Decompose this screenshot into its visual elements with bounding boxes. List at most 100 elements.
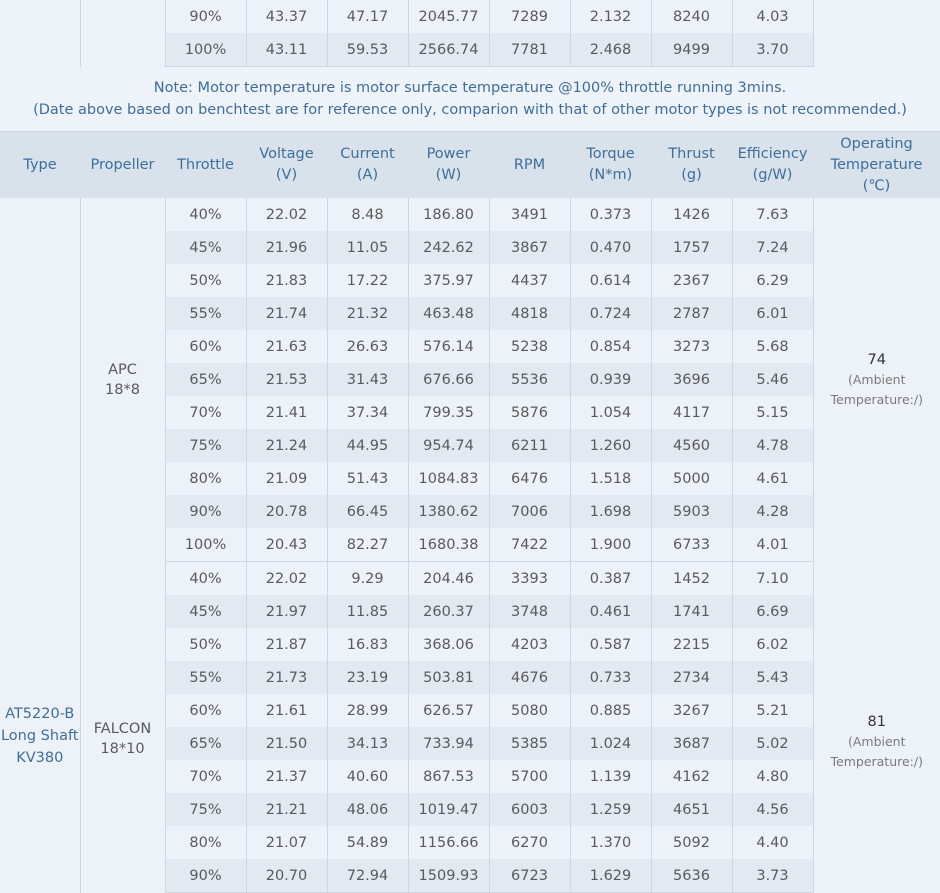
cell-rpm: 7781 — [489, 33, 570, 67]
cell-throttle: 90% — [165, 859, 246, 893]
header-efficiency: Efficiency(g/W) — [732, 132, 813, 198]
cell-power: 2566.74 — [408, 33, 489, 67]
cell-rpm: 6211 — [489, 429, 570, 462]
cell-efficiency: 4.01 — [732, 528, 813, 562]
cell-torque: 0.885 — [570, 694, 651, 727]
cell-voltage: 20.78 — [246, 495, 327, 528]
cell-current: 34.13 — [327, 727, 408, 760]
cell-torque: 0.854 — [570, 330, 651, 363]
cell-efficiency: 4.80 — [732, 760, 813, 793]
cell-torque: 1.260 — [570, 429, 651, 462]
cell-efficiency: 4.03 — [732, 0, 813, 33]
cell-throttle: 80% — [165, 462, 246, 495]
cell-power: 1680.38 — [408, 528, 489, 562]
cell-rpm: 4676 — [489, 661, 570, 694]
cell-voltage: 21.73 — [246, 661, 327, 694]
cell-current: 82.27 — [327, 528, 408, 562]
header-propeller: Propeller — [80, 132, 165, 198]
cell-power: 375.97 — [408, 264, 489, 297]
cell-throttle: 70% — [165, 396, 246, 429]
cell-efficiency: 5.43 — [732, 661, 813, 694]
cell-rpm: 5238 — [489, 330, 570, 363]
cell-voltage: 21.63 — [246, 330, 327, 363]
cell-rpm: 7289 — [489, 0, 570, 33]
cell-thrust: 2787 — [651, 297, 732, 330]
cell-rpm: 5080 — [489, 694, 570, 727]
cell-torque: 1.024 — [570, 727, 651, 760]
cell-current: 8.48 — [327, 198, 408, 231]
header-power: Power(W) — [408, 132, 489, 198]
cell-current: 44.95 — [327, 429, 408, 462]
cell-power: 503.81 — [408, 661, 489, 694]
cell-thrust: 1741 — [651, 595, 732, 628]
cell-throttle: 65% — [165, 727, 246, 760]
cell-torque: 0.470 — [570, 231, 651, 264]
cell-torque: 0.939 — [570, 363, 651, 396]
cell-efficiency: 5.02 — [732, 727, 813, 760]
propeller-cell-empty — [80, 0, 165, 67]
cell-throttle: 45% — [165, 231, 246, 264]
cell-rpm: 4203 — [489, 628, 570, 661]
cell-power: 2045.77 — [408, 0, 489, 33]
cell-efficiency: 3.70 — [732, 33, 813, 67]
cell-throttle: 80% — [165, 826, 246, 859]
cell-current: 47.17 — [327, 0, 408, 33]
cell-throttle: 45% — [165, 595, 246, 628]
cell-thrust: 5092 — [651, 826, 732, 859]
cell-thrust: 5000 — [651, 462, 732, 495]
cell-throttle: 75% — [165, 429, 246, 462]
cell-thrust: 3267 — [651, 694, 732, 727]
table-header-row: Type Propeller Throttle Voltage(V) Curre… — [0, 132, 940, 198]
cell-efficiency: 5.46 — [732, 363, 813, 396]
cell-current: 9.29 — [327, 562, 408, 596]
cell-thrust: 1426 — [651, 198, 732, 231]
cell-power: 1019.47 — [408, 793, 489, 826]
cell-throttle: 90% — [165, 0, 246, 33]
cell-thrust: 4117 — [651, 396, 732, 429]
cell-rpm: 4437 — [489, 264, 570, 297]
cell-voltage: 43.11 — [246, 33, 327, 67]
cell-voltage: 21.83 — [246, 264, 327, 297]
cell-rpm: 5385 — [489, 727, 570, 760]
cell-voltage: 21.74 — [246, 297, 327, 330]
cell-power: 733.94 — [408, 727, 489, 760]
cell-power: 576.14 — [408, 330, 489, 363]
cell-current: 26.63 — [327, 330, 408, 363]
cell-efficiency: 7.63 — [732, 198, 813, 231]
cell-thrust: 3696 — [651, 363, 732, 396]
cell-efficiency: 6.29 — [732, 264, 813, 297]
cell-torque: 1.629 — [570, 859, 651, 893]
header-torque: Torque(N*m) — [570, 132, 651, 198]
cell-voltage: 21.24 — [246, 429, 327, 462]
cell-torque: 1.054 — [570, 396, 651, 429]
ambient-note: (Ambient — [814, 370, 940, 390]
header-current: Current(A) — [327, 132, 408, 198]
cell-torque: 2.132 — [570, 0, 651, 33]
temperature-value: 74 — [814, 350, 940, 370]
cell-torque: 0.461 — [570, 595, 651, 628]
cell-efficiency: 6.01 — [732, 297, 813, 330]
cell-voltage: 21.41 — [246, 396, 327, 429]
cell-thrust: 6733 — [651, 528, 732, 562]
header-throttle: Throttle — [165, 132, 246, 198]
cell-thrust: 2734 — [651, 661, 732, 694]
cell-efficiency: 6.02 — [732, 628, 813, 661]
type-cell-empty — [0, 0, 80, 67]
cell-efficiency: 3.73 — [732, 859, 813, 893]
cell-voltage: 21.53 — [246, 363, 327, 396]
cell-efficiency: 5.15 — [732, 396, 813, 429]
cell-thrust: 3273 — [651, 330, 732, 363]
note-box: Note: Motor temperature is motor surface… — [0, 67, 940, 132]
cell-power: 626.57 — [408, 694, 489, 727]
cell-current: 23.19 — [327, 661, 408, 694]
cell-power: 676.66 — [408, 363, 489, 396]
cell-efficiency: 4.61 — [732, 462, 813, 495]
cell-current: 31.43 — [327, 363, 408, 396]
cell-current: 72.94 — [327, 859, 408, 893]
